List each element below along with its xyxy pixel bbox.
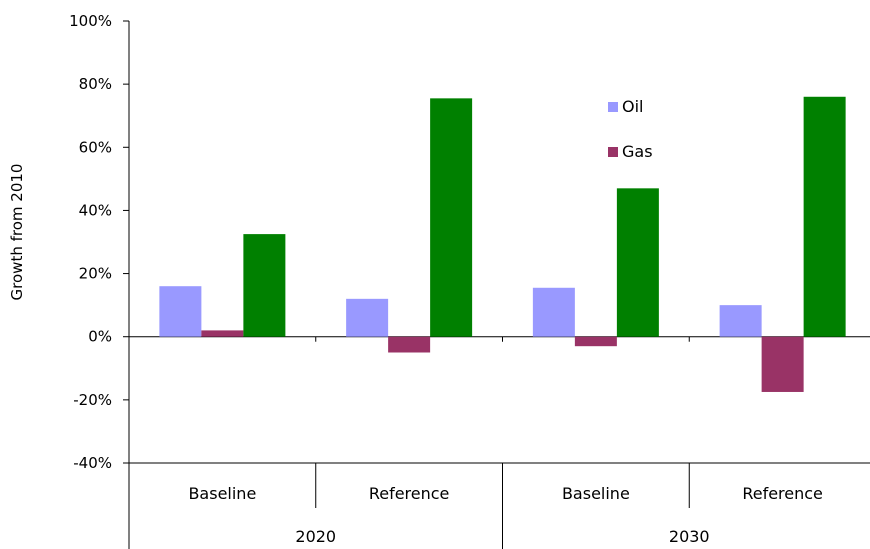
y-tick-label: 40% xyxy=(79,201,112,219)
category-label: Reference xyxy=(742,484,823,503)
bar-gas-2 xyxy=(574,336,617,347)
y-tick-label: 60% xyxy=(79,138,112,156)
legend-label-gas: Gas xyxy=(622,142,653,161)
y-tick-label: 0% xyxy=(88,328,112,346)
y-tick-label: -20% xyxy=(73,391,112,409)
category-label: Baseline xyxy=(562,484,630,503)
category-labels: Baseline Reference Baseline Reference 2020 20… xyxy=(188,484,822,546)
legend-swatch-oil xyxy=(608,102,618,112)
bar-gas-0 xyxy=(201,330,244,337)
category-label: Baseline xyxy=(188,484,256,503)
bar-gas-1 xyxy=(388,336,431,353)
legend-label-oil: Oil xyxy=(622,97,643,116)
category-label: Reference xyxy=(369,484,450,503)
y-tick-label: 20% xyxy=(79,265,112,283)
y-axis-label: Growth from 2010 xyxy=(8,164,26,301)
bar-series-3-1 xyxy=(430,98,473,337)
y-tick-label: 80% xyxy=(79,75,112,93)
bar-oil-1 xyxy=(346,298,389,337)
bar-oil-3 xyxy=(719,305,762,337)
bar-series-3-2 xyxy=(616,188,659,337)
bars xyxy=(159,96,846,392)
y-tick-label: 100% xyxy=(69,12,112,30)
bar-gas-3 xyxy=(761,336,804,392)
axes xyxy=(123,21,870,549)
bar-series-3-3 xyxy=(803,96,846,337)
legend-swatch-gas xyxy=(608,147,618,157)
y-axis-ticks: 100% 80% 60% 40% 20% 0% -20% -40% xyxy=(69,12,129,472)
y-tick-label: -40% xyxy=(73,454,112,472)
group-label: 2030 xyxy=(669,527,710,546)
bar-oil-2 xyxy=(532,287,575,337)
group-label: 2020 xyxy=(295,527,336,546)
bar-oil-0 xyxy=(159,286,202,337)
legend: Oil Gas xyxy=(608,97,653,161)
bar-series-3-0 xyxy=(243,234,286,337)
